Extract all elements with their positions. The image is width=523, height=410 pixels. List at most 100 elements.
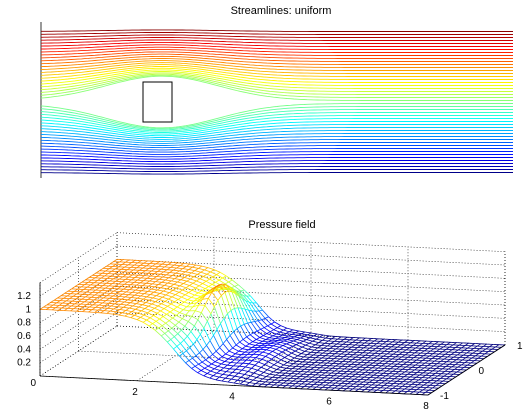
surface-mesh-segment [262,341,269,343]
surface-mesh-segment [339,343,344,347]
surface-mesh-segment [211,363,218,367]
surface-mesh-segment [204,267,209,271]
surface-mesh-segment [184,277,191,280]
surface-mesh-segment [104,273,109,277]
surface-mesh-segment [231,287,238,292]
surface-mesh-segment [228,350,236,355]
pressure-surface-mesh [39,258,506,396]
surface-mesh-segment [300,356,305,360]
surface-mesh-segment [414,379,419,383]
surface-mesh-segment [217,289,221,291]
streamline [40,62,513,74]
surface-mesh-segment [309,371,314,375]
surface-mesh-segment [457,364,462,368]
surface-mesh-segment [203,375,210,379]
surface-mesh-segment [209,335,214,341]
surface-mesh-segment [127,267,132,271]
surface-mesh-segment [250,295,257,304]
surface-mesh-segment [206,345,213,355]
surface-mesh-segment [291,332,296,335]
surface-mesh-segment [294,368,299,372]
surface-mesh-segment [302,340,310,344]
surface-mesh-segment [400,342,405,346]
surface-mesh-segment [386,351,391,355]
surface-mesh-segment [297,334,305,337]
surface-mesh-segment [463,352,468,356]
surface-mesh-segment [319,352,324,356]
surface-mesh-segment [342,341,347,345]
surface-mesh-segment [356,379,361,383]
surface-mesh-segment [252,341,259,344]
surface-mesh-segment [167,303,172,307]
surface-mesh-segment [296,337,301,340]
surface-mesh-segment [151,288,158,291]
surface-mesh-segment [256,328,261,332]
surface-mesh-segment [179,268,184,272]
surface-mesh-segment [198,283,203,287]
surface-mesh-segment [310,384,315,388]
surface-mesh-segment [233,382,241,385]
surface-mesh-segment [188,292,195,296]
surface-mesh-segment [106,313,113,315]
surface-mesh-segment [204,286,209,289]
surface-mesh-segment [297,371,302,375]
surface-mesh-segment [361,337,366,341]
surface-mesh-segment [368,350,373,354]
surface-mesh-segment [313,352,318,356]
surface-mesh-segment [147,288,152,292]
surface-mesh-segment [179,270,186,273]
surface-mesh-segment [463,347,468,351]
surface-mesh-segment [228,372,233,376]
surface-mesh-segment [228,374,235,377]
surface-mesh-segment [255,380,260,384]
surface-mesh-segment [91,307,96,311]
surface-mesh-segment [159,290,164,294]
surface-mesh-segment [212,276,220,281]
surface-mesh-segment [402,349,407,353]
surface-mesh-segment [158,281,163,285]
surface-mesh-segment [321,342,326,346]
surface-mesh-segment [124,264,129,268]
surface-mesh-segment [257,369,264,373]
surface-mesh-segment [371,352,376,356]
surface-mesh-segment [300,336,305,339]
surface-mesh-segment [426,367,431,371]
surface-mesh-segment [312,357,317,361]
surface-mesh-segment [236,291,241,295]
surface-mesh-segment [282,333,286,336]
surface-mesh-segment [310,367,315,370]
surface-mesh-segment [279,329,284,333]
surface-mesh-segment [418,377,423,381]
surface-mesh-segment [439,346,444,350]
surface-mesh-segment [144,293,151,295]
surface-mesh-segment [385,373,390,377]
surface-mesh-segment [425,389,430,393]
surface-mesh-segment [176,304,181,308]
surface-mesh-segment [194,319,199,327]
surface-mesh-segment [264,318,272,325]
surface-mesh-segment [64,303,69,307]
surface-mesh-segment [107,307,114,310]
surface-mesh-segment [386,385,391,389]
surface-mesh-segment [76,291,81,295]
surface-mesh-segment [408,379,413,383]
surface-mesh-segment [269,345,274,348]
surface-mesh-segment [354,359,359,363]
surface-mesh-segment [481,353,486,357]
surface-mesh-segment [177,329,182,334]
surface-mesh-segment [385,356,390,360]
surface-mesh-segment [256,374,261,378]
surface-mesh-segment [213,290,218,292]
surface-mesh-segment [146,263,151,267]
surface-mesh-segment [373,343,378,347]
surface-mesh-segment [341,363,346,367]
surface-mesh-segment [128,313,135,316]
surface-mesh-segment [200,367,205,371]
surface-mesh-segment [109,261,114,265]
surface-mesh-segment [270,384,275,388]
surface-mesh-segment [279,346,286,351]
surface-mesh-segment [372,348,377,352]
surface-mesh-segment [284,335,289,338]
surface-mesh-segment [408,349,413,353]
surface-mesh-segment [406,342,411,346]
